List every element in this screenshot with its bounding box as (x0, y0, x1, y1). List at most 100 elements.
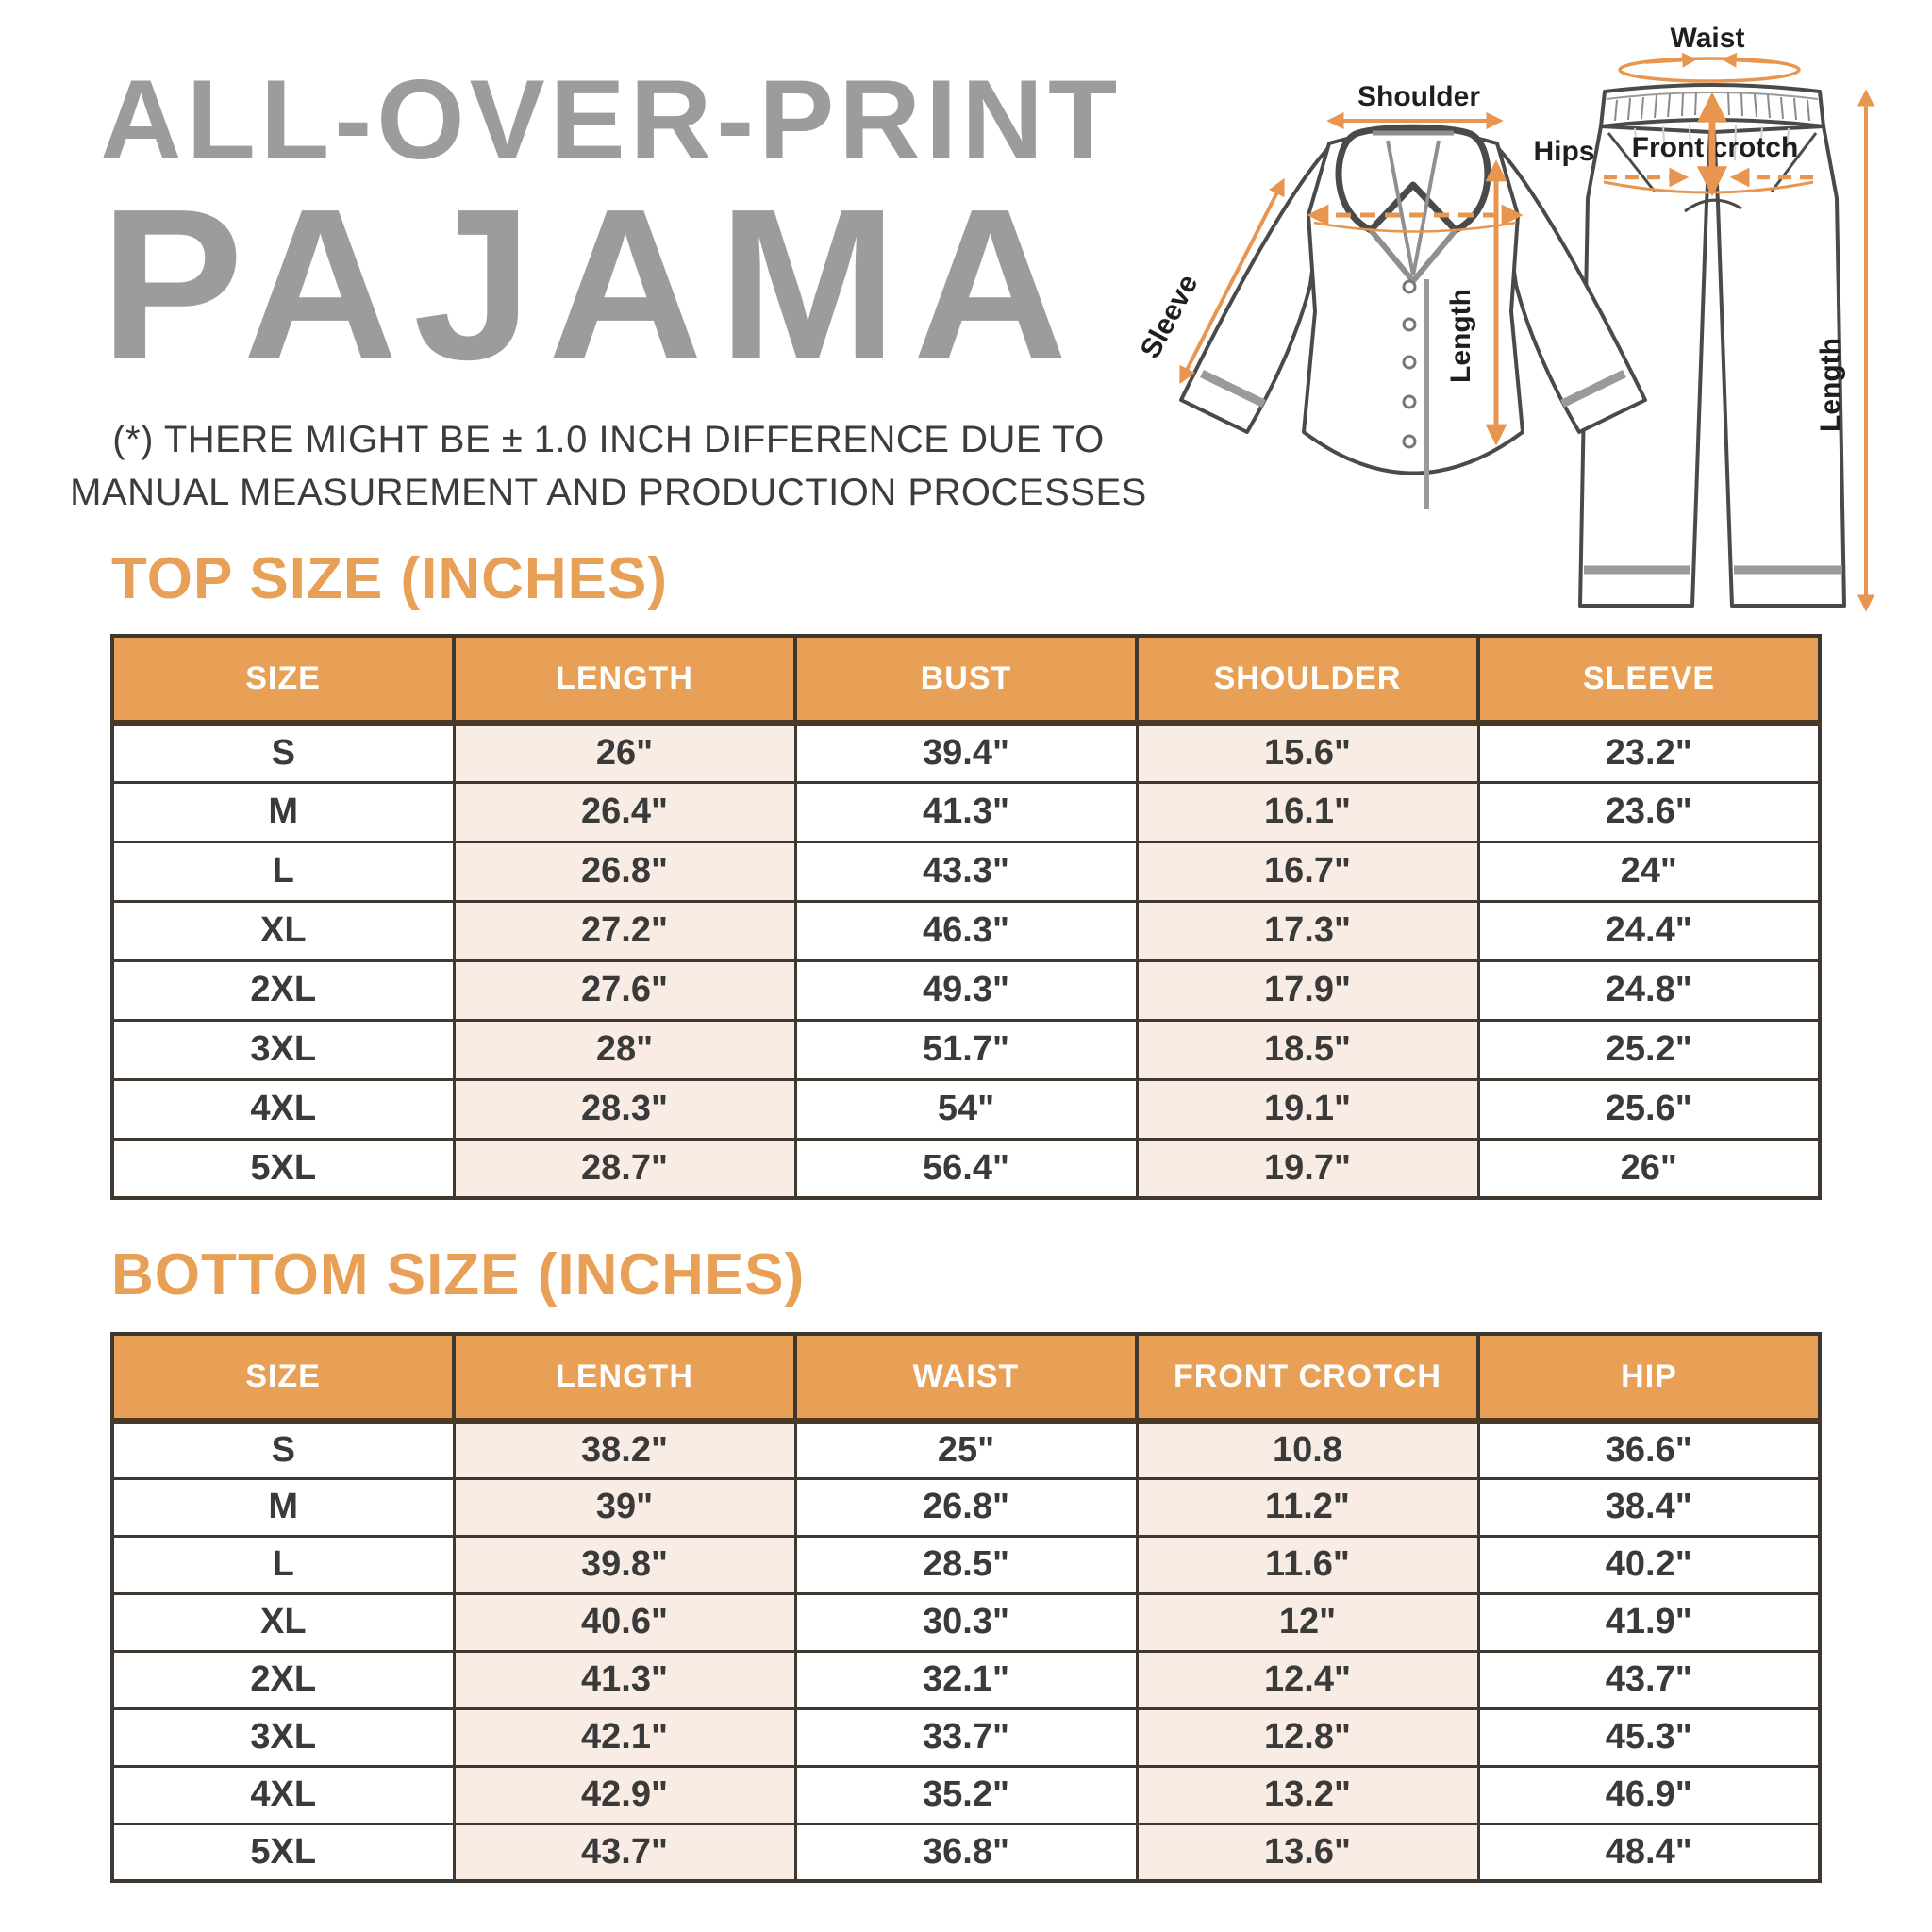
measurement-cell: 11.2" (1135, 1476, 1480, 1538)
column-header-waist: WAIST (793, 1332, 1139, 1424)
measurement-cell: 26.4" (452, 780, 797, 843)
size-label-cell: 4XL (110, 1764, 456, 1825)
size-label-cell: M (110, 780, 456, 843)
bottom-size-heading: BOTTOM SIZE (INCHES) (111, 1242, 806, 1307)
measurement-cell: 26" (1476, 1137, 1822, 1200)
size-label-cell: L (110, 1534, 456, 1595)
column-header-shoulder: SHOULDER (1135, 634, 1480, 726)
disclaimer-line1: (*) THERE MIGHT BE ± 1.0 INCH DIFFERENCE… (112, 419, 1105, 460)
measurement-cell: 26.8" (793, 1476, 1139, 1538)
size-label-cell: 2XL (110, 1649, 456, 1710)
column-header-length: LENGTH (452, 1332, 797, 1424)
measurement-cell: 27.2" (452, 899, 797, 962)
measurement-cell: 38.4" (1476, 1476, 1822, 1538)
column-header-front-crotch: FRONT CROTCH (1135, 1332, 1480, 1424)
column-header-sleeve: SLEEVE (1476, 634, 1822, 726)
measurement-cell: 27.6" (452, 958, 797, 1022)
measurement-cell: 13.2" (1135, 1764, 1480, 1825)
measurement-cell: 45.3" (1476, 1707, 1822, 1768)
column-header-bust: BUST (793, 634, 1139, 726)
column-header-size: SIZE (110, 634, 456, 726)
measurement-cell: 28.3" (452, 1077, 797, 1141)
hips-label: Hips (1533, 136, 1594, 167)
measurement-cell: 39.8" (452, 1534, 797, 1595)
bottom-size-table: SIZE LENGTH WAIST FRONT CROTCH HIP S 38.2" 25"… (110, 1332, 1822, 1883)
measurement-cell: 25.2" (1476, 1018, 1822, 1081)
size-row-l: L 26.8" 43.3" 16.7" 24" (110, 840, 1822, 903)
measurement-cell: 42.1" (452, 1707, 797, 1768)
size-row-4xl: 4XL 28.3" 54" 19.1" 25.6" (110, 1077, 1822, 1141)
size-label-cell: XL (110, 899, 456, 962)
size-row-5xl: 5XL 43.7" 36.8" 13.6" 48.4" (110, 1822, 1822, 1883)
size-label-cell: XL (110, 1591, 456, 1653)
bottom-length-label: Length (1815, 338, 1846, 432)
measurement-annotations: Shoulder Length Sleeve Waist Hips Front … (1135, 23, 1875, 612)
column-header-length: LENGTH (452, 634, 797, 726)
size-label-cell: 5XL (110, 1137, 456, 1200)
measurement-cell: 39" (452, 1476, 797, 1538)
waist-arrow (1618, 57, 1801, 83)
top-size-table: SIZE LENGTH BUST SHOULDER SLEEVE S 26" 39.4" 15… (110, 634, 1822, 1200)
measurement-cell: 18.5" (1135, 1018, 1480, 1081)
size-label-cell: 4XL (110, 1077, 456, 1141)
page-title-line1: ALL-OVER-PRINT (100, 57, 1123, 183)
shirt-buttons (1402, 279, 1417, 449)
measurement-cell: 49.3" (793, 958, 1139, 1022)
measurement-cell: 15.6" (1135, 721, 1480, 784)
measurement-cell: 36.6" (1476, 1419, 1822, 1480)
pajama-measurement-diagram: Shoulder Length Sleeve Waist Hips Front … (1135, 23, 1875, 612)
size-label-cell: M (110, 1476, 456, 1538)
size-row-m: M 39" 26.8" 11.2" 38.4" (110, 1476, 1822, 1538)
measurement-cell: 46.3" (793, 899, 1139, 962)
measurement-cell: 41.3" (452, 1649, 797, 1710)
top-length-label: Length (1445, 289, 1476, 383)
size-label-cell: 2XL (110, 958, 456, 1022)
measurement-cell: 32.1" (793, 1649, 1139, 1710)
measurement-cell: 26" (452, 721, 797, 784)
measurement-cell: 23.2" (1476, 721, 1822, 784)
size-row-4xl: 4XL 42.9" 35.2" 13.2" 46.9" (110, 1764, 1822, 1825)
column-header-hip: HIP (1476, 1332, 1822, 1424)
size-row-s: S 26" 39.4" 15.6" 23.2" (110, 721, 1822, 784)
measurement-cell: 28.7" (452, 1137, 797, 1200)
pajama-top-illustration (1179, 124, 1647, 509)
size-label-cell: S (110, 1419, 456, 1480)
top-table-header-row: SIZE LENGTH BUST SHOULDER SLEEVE (110, 634, 1822, 726)
size-row-m: M 26.4" 41.3" 16.1" 23.6" (110, 780, 1822, 843)
measurement-cell: 24.4" (1476, 899, 1822, 962)
measurement-cell: 28.5" (793, 1534, 1139, 1595)
size-label-cell: S (110, 721, 456, 784)
measurement-cell: 39.4" (793, 721, 1139, 784)
measurement-cell: 26.8" (452, 840, 797, 903)
size-label-cell: 3XL (110, 1707, 456, 1768)
measurement-cell: 12.8" (1135, 1707, 1480, 1768)
sleeve-arrow (1179, 177, 1285, 385)
measurement-cell: 40.2" (1476, 1534, 1822, 1595)
measurement-cell: 51.7" (793, 1018, 1139, 1081)
size-row-2xl: 2XL 27.6" 49.3" 17.9" 24.8" (110, 958, 1822, 1022)
measurement-cell: 19.1" (1135, 1077, 1480, 1141)
size-row-xl: XL 27.2" 46.3" 17.3" 24.4" (110, 899, 1822, 962)
waistband-gathers (1634, 124, 1790, 161)
size-row-l: L 39.8" 28.5" 11.6" 40.2" (110, 1534, 1822, 1595)
waist-label: Waist (1671, 23, 1745, 54)
size-row-3xl: 3XL 28" 51.7" 18.5" 25.2" (110, 1018, 1822, 1081)
measurement-cell: 30.3" (793, 1591, 1139, 1653)
measurement-cell: 16.7" (1135, 840, 1480, 903)
sleeve-label: Sleeve (1135, 270, 1205, 363)
measurement-cell: 38.2" (452, 1419, 797, 1480)
measurement-cell: 43.3" (793, 840, 1139, 903)
bottom-table-header-row: SIZE LENGTH WAIST FRONT CROTCH HIP (110, 1332, 1822, 1424)
measurement-cell: 41.3" (793, 780, 1139, 843)
measurement-cell: 24" (1476, 840, 1822, 903)
measurement-cell: 43.7" (1476, 1649, 1822, 1710)
measurement-cell: 10.8 (1135, 1419, 1480, 1480)
measurement-cell: 17.9" (1135, 958, 1480, 1022)
size-row-5xl: 5XL 28.7" 56.4" 19.7" 26" (110, 1137, 1822, 1200)
shoulder-label: Shoulder (1357, 81, 1480, 112)
size-row-s: S 38.2" 25" 10.8 36.6" (110, 1419, 1822, 1480)
size-row-3xl: 3XL 42.1" 33.7" 12.8" 45.3" (110, 1707, 1822, 1768)
measurement-cell: 23.6" (1476, 780, 1822, 843)
measurement-cell: 19.7" (1135, 1137, 1480, 1200)
column-header-size: SIZE (110, 1332, 456, 1424)
